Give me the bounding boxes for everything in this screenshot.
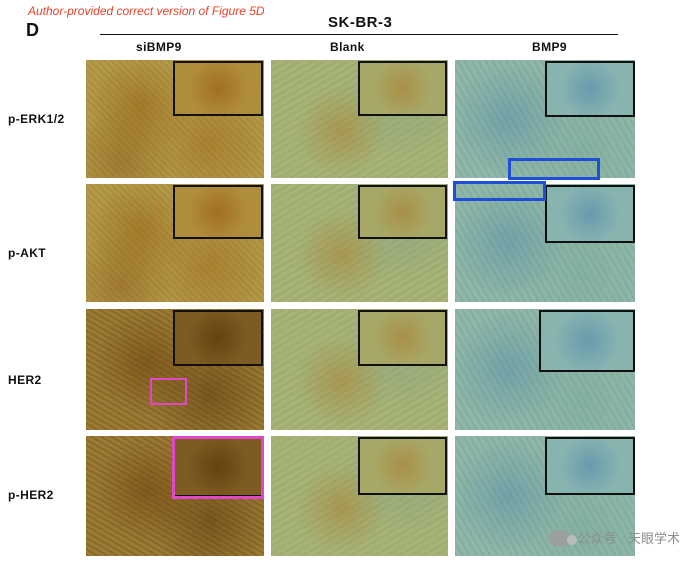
- zoom-inset: [539, 310, 635, 372]
- duplicate-highlight-pink-box: [172, 436, 264, 499]
- micrograph-pakt-sibmp9: [86, 184, 264, 302]
- micrograph-her2-bmp9: [455, 309, 635, 430]
- panel-letter: D: [26, 20, 39, 40]
- micrograph-pher2-bmp9: [455, 436, 635, 556]
- zoom-inset: [358, 185, 447, 239]
- zoom-inset: [358, 437, 447, 495]
- duplicate-highlight-pink-box: [150, 378, 187, 405]
- duplicate-highlight-blue-box: [453, 181, 546, 201]
- micrograph-her2-blank: [271, 309, 448, 430]
- micrograph-her2-sibmp9: [86, 309, 264, 430]
- wechat-icon: [549, 529, 578, 546]
- micrograph-pakt-blank: [271, 184, 448, 302]
- duplicate-highlight-blue-box: [508, 158, 600, 180]
- column-label-sibmp9: siBMP9: [136, 40, 182, 54]
- zoom-inset: [545, 61, 635, 117]
- micrograph-pakt-bmp9: [455, 184, 635, 302]
- watermark: 公众号 · 天眼学术: [549, 528, 680, 547]
- cell-line-label: SK-BR-3: [328, 14, 393, 31]
- column-label-blank: Blank: [330, 40, 365, 54]
- row-label-her2: HER2: [8, 373, 42, 387]
- micrograph-perk-blank: [271, 60, 448, 178]
- watermark-text: 公众号 · 天眼学术: [577, 531, 680, 546]
- zoom-inset: [358, 310, 447, 366]
- header-rule: [100, 34, 618, 35]
- micrograph-pher2-blank: [271, 436, 448, 556]
- micrograph-perk-sibmp9: [86, 60, 264, 178]
- zoom-inset: [545, 437, 635, 495]
- row-label-pher2: p-HER2: [8, 488, 54, 502]
- column-label-bmp9: BMP9: [532, 40, 567, 54]
- row-label-perk: p-ERK1/2: [8, 112, 65, 126]
- zoom-inset: [173, 185, 263, 239]
- row-label-pakt: p-AKT: [8, 246, 46, 260]
- micrograph-perk-bmp9: [455, 60, 635, 178]
- zoom-inset: [358, 61, 447, 116]
- zoom-inset: [545, 185, 635, 243]
- correction-note: Author-provided correct version of Figur…: [28, 4, 265, 18]
- zoom-inset: [173, 61, 263, 116]
- zoom-inset: [173, 310, 263, 366]
